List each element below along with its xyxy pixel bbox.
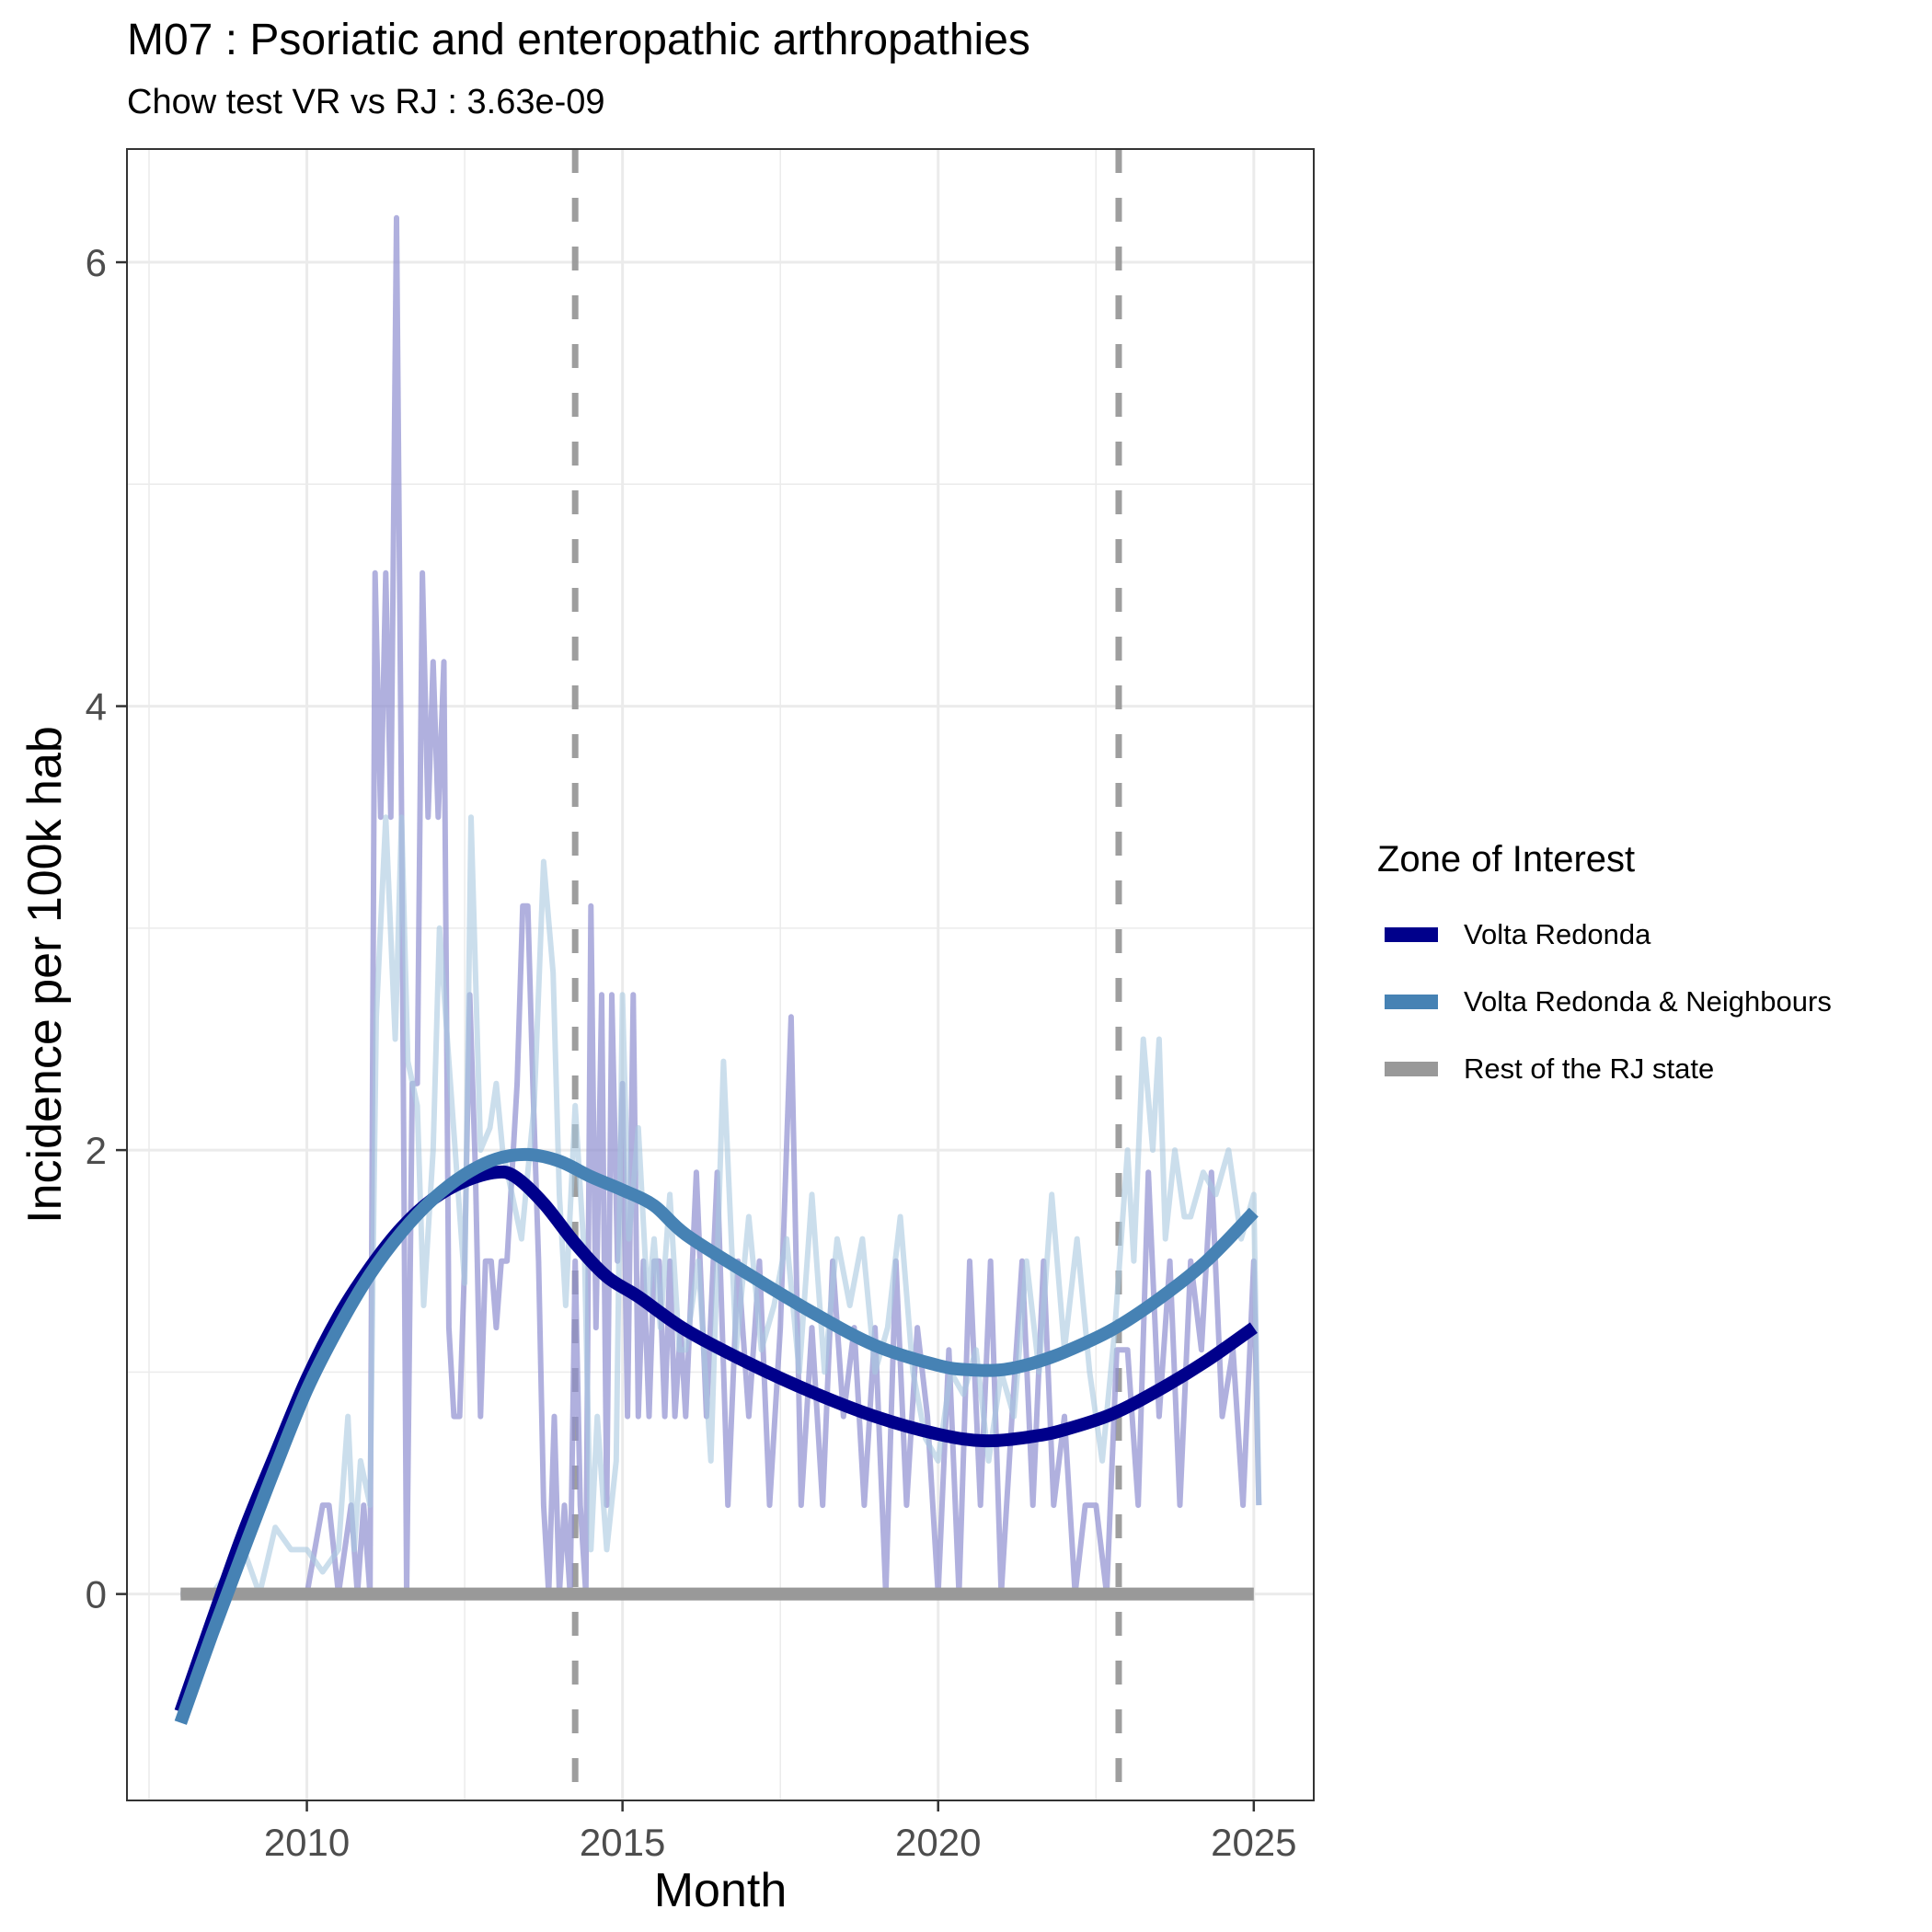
series-line-vr-neighbours bbox=[174, 1147, 1259, 1725]
legend-title: Zone of Interest bbox=[1377, 839, 1636, 880]
chart-title: M07 : Psoriatic and enteropathic arthrop… bbox=[127, 16, 1030, 64]
x-tick-label: 2010 bbox=[264, 1821, 350, 1864]
panel-border bbox=[126, 148, 1315, 1801]
legend-label: Volta Redonda bbox=[1464, 918, 1651, 950]
legend-label: Rest of the RJ state bbox=[1464, 1052, 1715, 1085]
x-tick-label: 2020 bbox=[895, 1821, 981, 1864]
y-tick-label: 2 bbox=[86, 1129, 107, 1172]
y-tick-label: 0 bbox=[86, 1573, 107, 1616]
grid-major bbox=[127, 149, 1314, 1800]
y-tick-label: 4 bbox=[86, 685, 107, 729]
x-axis: 2010 2015 2020 2025 bbox=[264, 1800, 1297, 1864]
reference-lines bbox=[571, 149, 1122, 1800]
legend-key-rest-rj bbox=[1385, 1062, 1438, 1076]
x-tick-label: 2015 bbox=[580, 1821, 665, 1864]
legend-key-vr-neighbours bbox=[1385, 995, 1438, 1009]
legend-label: Volta Redonda & Neighbours bbox=[1464, 985, 1832, 1018]
y-axis: 0 2 4 6 bbox=[86, 241, 127, 1616]
grid-minor bbox=[127, 149, 1314, 1800]
legend-key-volta-redonda bbox=[1385, 927, 1438, 942]
smooth-series bbox=[174, 1147, 1259, 1725]
legend: Zone of Interest Volta Redonda Volta Red… bbox=[1377, 839, 1832, 1085]
raw-series-line-0 bbox=[180, 214, 1262, 1597]
raw-series-line-1 bbox=[180, 814, 1262, 1597]
y-tick-label: 6 bbox=[86, 241, 107, 284]
y-axis-label: Incidence per 100k hab bbox=[18, 726, 72, 1224]
x-tick-label: 2025 bbox=[1211, 1821, 1296, 1864]
raw-series bbox=[180, 214, 1262, 1597]
x-axis-label: Month bbox=[654, 1864, 788, 1917]
chart-subtitle: Chow test VR vs RJ : 3.63e-09 bbox=[127, 83, 605, 121]
